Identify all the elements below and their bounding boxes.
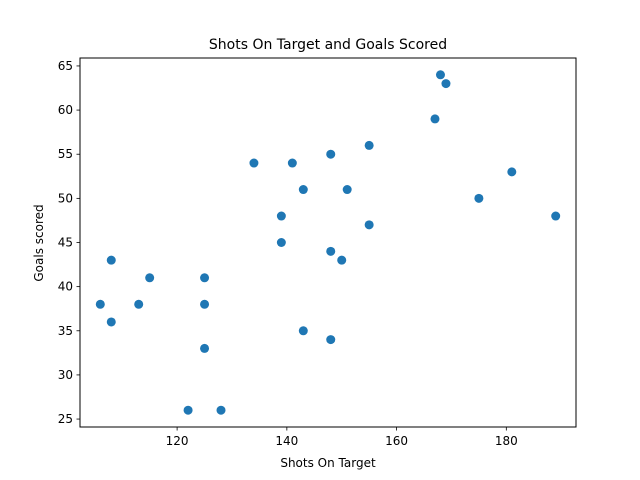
data-point [95, 299, 105, 309]
chart-title: Shots On Target and Goals Scored [209, 37, 447, 53]
data-point [200, 273, 210, 283]
data-point [326, 149, 336, 159]
data-point [298, 326, 308, 336]
data-point [183, 405, 193, 415]
y-tick-label: 40 [58, 280, 73, 294]
data-point [441, 79, 451, 89]
data-point [298, 185, 308, 195]
y-axis-ticks: 25 30 35 40 45 50 55 60 65 [58, 59, 80, 426]
data-point [276, 238, 286, 247]
x-axis-label: Shots On Target [280, 456, 376, 470]
y-tick-label: 50 [58, 191, 73, 205]
y-axis-label: Goals scored [32, 204, 46, 281]
y-tick-label: 60 [58, 103, 73, 117]
data-point [200, 299, 210, 309]
data-point [106, 317, 116, 327]
y-tick-label: 45 [58, 236, 73, 250]
x-tick-label: 140 [275, 434, 298, 448]
y-tick-label: 55 [58, 147, 73, 161]
x-axis-ticks: 120 140 160 180 [166, 427, 518, 448]
y-tick-label: 30 [58, 368, 73, 382]
x-tick-label: 180 [495, 434, 518, 448]
data-point [145, 273, 155, 283]
data-point [337, 255, 347, 265]
data-point [216, 405, 226, 415]
x-tick-label: 160 [385, 434, 408, 448]
data-point [364, 140, 374, 150]
data-point [134, 299, 144, 309]
data-point [435, 70, 445, 80]
data-point [551, 211, 561, 221]
data-point [287, 158, 297, 168]
data-point [249, 158, 259, 168]
data-point [474, 193, 484, 203]
points-layer [95, 70, 561, 415]
y-tick-label: 65 [58, 59, 73, 73]
data-point [342, 185, 352, 195]
y-tick-label: 25 [58, 412, 73, 426]
y-tick-label: 35 [58, 324, 73, 338]
data-point [507, 167, 517, 177]
plot-frame [79, 57, 577, 428]
x-tick-label: 120 [166, 434, 189, 448]
data-point [326, 335, 336, 345]
data-point [276, 211, 286, 221]
data-point [430, 114, 440, 124]
data-point [364, 220, 374, 230]
data-point [106, 255, 116, 265]
data-point [326, 246, 336, 256]
data-point [200, 343, 210, 353]
